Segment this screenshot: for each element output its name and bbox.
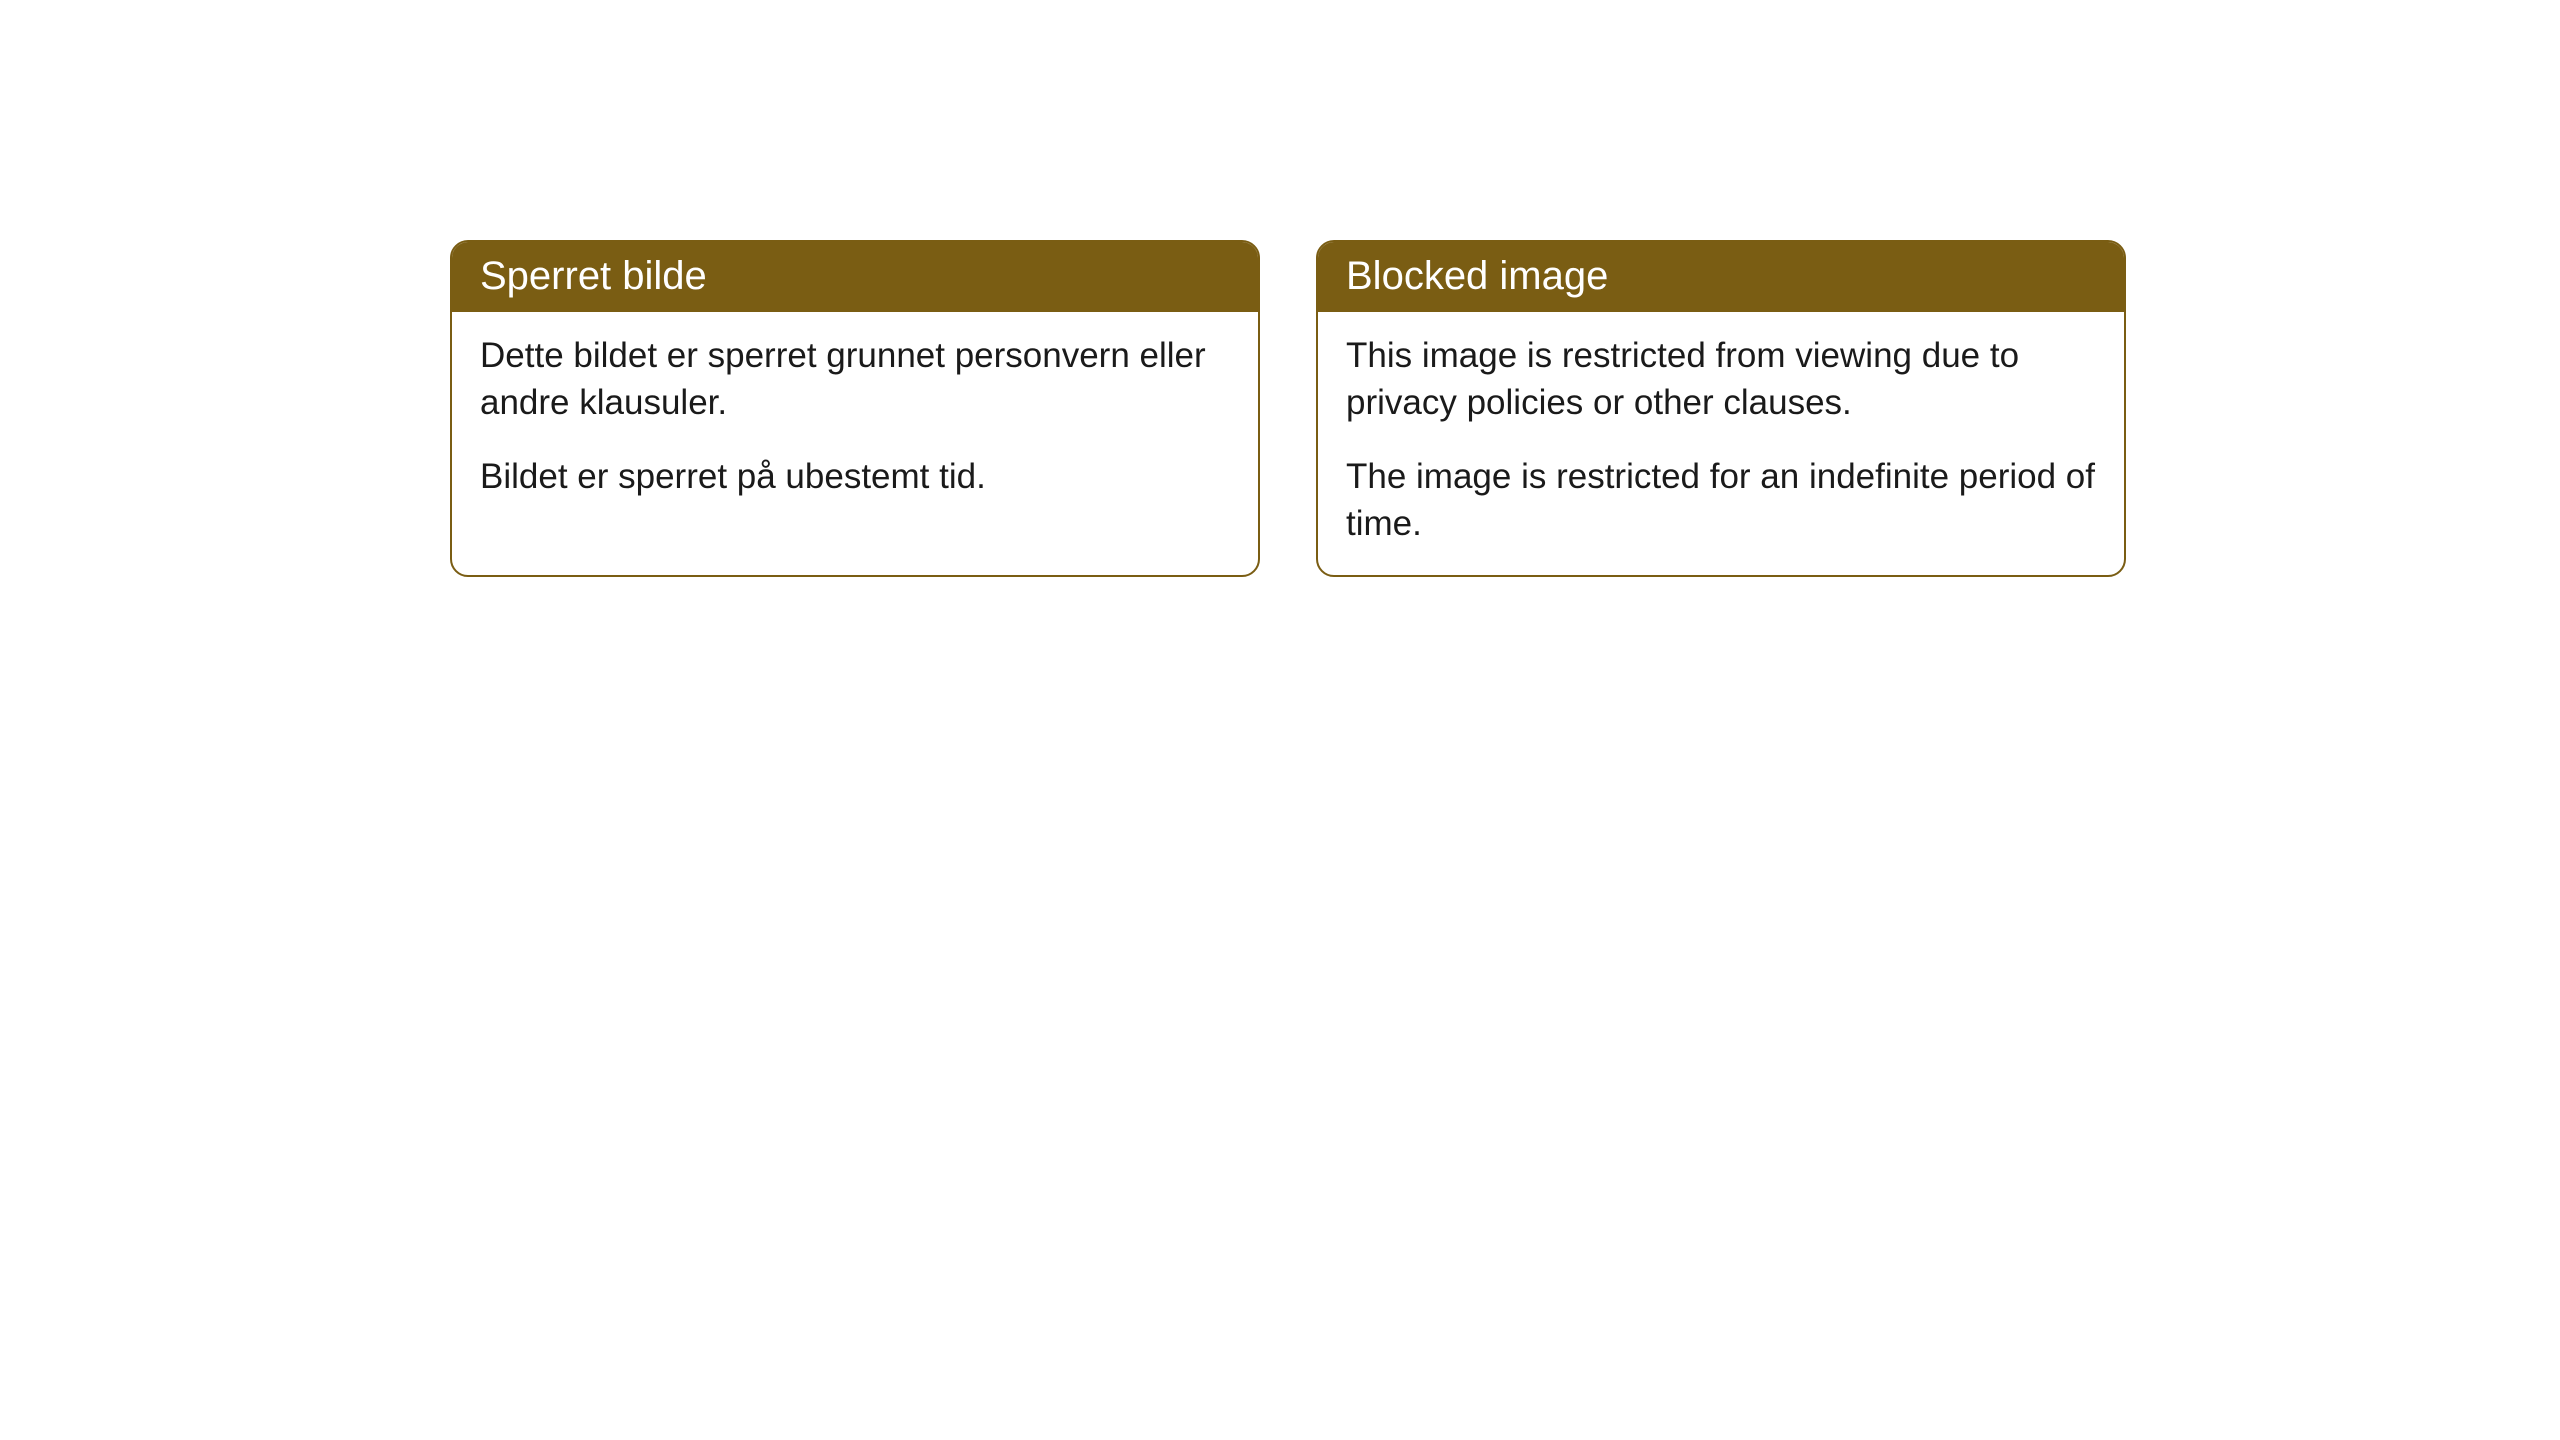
notice-container: Sperret bilde Dette bildet er sperret gr…: [450, 240, 2126, 577]
notice-text-norwegian-2: Bildet er sperret på ubestemt tid.: [480, 453, 1230, 500]
notice-body-norwegian: Dette bildet er sperret grunnet personve…: [452, 312, 1258, 528]
notice-body-english: This image is restricted from viewing du…: [1318, 312, 2124, 575]
notice-header-norwegian: Sperret bilde: [452, 242, 1258, 312]
notice-text-english-2: The image is restricted for an indefinit…: [1346, 453, 2096, 548]
notice-card-norwegian: Sperret bilde Dette bildet er sperret gr…: [450, 240, 1260, 577]
notice-text-norwegian-1: Dette bildet er sperret grunnet personve…: [480, 332, 1230, 427]
notice-header-english: Blocked image: [1318, 242, 2124, 312]
notice-card-english: Blocked image This image is restricted f…: [1316, 240, 2126, 577]
notice-text-english-1: This image is restricted from viewing du…: [1346, 332, 2096, 427]
